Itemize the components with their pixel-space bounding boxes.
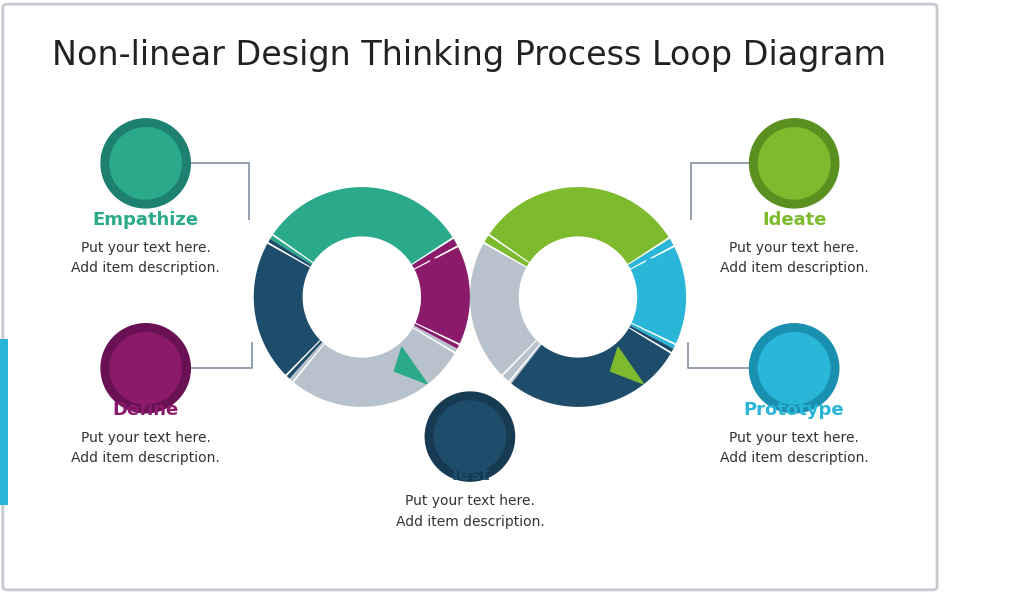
Polygon shape <box>110 333 181 404</box>
Text: Put your text here.
Add item description.: Put your text here. Add item description… <box>395 494 545 529</box>
Polygon shape <box>629 327 673 354</box>
Polygon shape <box>422 258 464 278</box>
Polygon shape <box>627 236 671 265</box>
Text: Put your text here.
Add item description.: Put your text here. Add item description… <box>720 431 868 465</box>
Polygon shape <box>750 324 839 413</box>
Polygon shape <box>434 401 506 472</box>
Text: Empathize: Empathize <box>92 211 199 229</box>
Polygon shape <box>271 233 313 264</box>
Polygon shape <box>482 242 527 268</box>
Text: Test: Test <box>450 466 490 484</box>
Polygon shape <box>415 323 461 346</box>
Polygon shape <box>285 339 322 377</box>
Polygon shape <box>266 242 311 268</box>
Text: Prototype: Prototype <box>743 401 845 419</box>
Polygon shape <box>511 326 674 407</box>
Polygon shape <box>750 119 839 208</box>
Polygon shape <box>484 187 672 267</box>
Polygon shape <box>101 324 190 413</box>
Polygon shape <box>508 343 541 383</box>
Polygon shape <box>290 326 458 407</box>
Text: Define: Define <box>113 401 179 419</box>
Polygon shape <box>412 327 457 354</box>
Polygon shape <box>292 343 325 383</box>
Polygon shape <box>759 333 829 404</box>
Polygon shape <box>394 347 427 384</box>
Polygon shape <box>501 339 538 377</box>
Text: Non-linear Design Thinking Process Loop Diagram: Non-linear Design Thinking Process Loop … <box>51 39 886 72</box>
Polygon shape <box>110 128 181 199</box>
Polygon shape <box>270 187 456 267</box>
Polygon shape <box>101 119 190 208</box>
Polygon shape <box>631 323 677 346</box>
FancyBboxPatch shape <box>0 339 7 505</box>
FancyBboxPatch shape <box>3 4 937 590</box>
Polygon shape <box>254 239 323 378</box>
Polygon shape <box>470 242 542 384</box>
Text: Put your text here.
Add item description.: Put your text here. Add item description… <box>72 431 220 465</box>
Polygon shape <box>414 245 459 270</box>
Polygon shape <box>487 233 530 264</box>
Polygon shape <box>630 245 675 270</box>
Polygon shape <box>759 128 829 199</box>
Text: Ideate: Ideate <box>762 211 826 229</box>
Text: Put your text here.
Add item description.: Put your text here. Add item description… <box>720 241 868 275</box>
Polygon shape <box>610 347 643 384</box>
Polygon shape <box>639 258 680 278</box>
Polygon shape <box>425 392 514 481</box>
Polygon shape <box>412 239 470 349</box>
Polygon shape <box>628 239 686 349</box>
Polygon shape <box>411 236 455 265</box>
Text: Put your text here.
Add item description.: Put your text here. Add item description… <box>72 241 220 275</box>
